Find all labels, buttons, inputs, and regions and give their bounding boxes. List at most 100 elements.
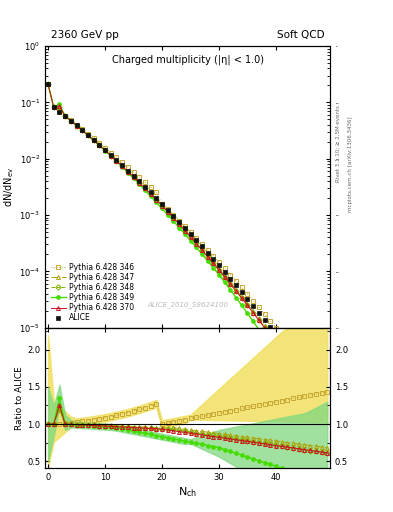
Pythia 6.428 348 [91, 137, 96, 143]
Pythia 6.428 370 [86, 132, 90, 138]
Pythia 6.428 349 [80, 127, 84, 134]
ALICE [125, 167, 130, 174]
ALICE [143, 184, 147, 190]
Pythia 6.428 348 [177, 221, 182, 227]
Pythia 6.428 346 [131, 169, 136, 175]
Pythia 6.428 349 [171, 218, 176, 224]
Y-axis label: dN/dN$_\mathrm{ev}$: dN/dN$_\mathrm{ev}$ [3, 167, 17, 207]
Pythia 6.428 346 [257, 304, 261, 310]
Pythia 6.428 370 [234, 288, 239, 294]
ALICE [308, 376, 312, 382]
Pythia 6.428 347 [120, 163, 125, 169]
Pythia 6.428 349 [239, 303, 244, 309]
Pythia 6.428 347 [57, 104, 62, 110]
ALICE [160, 201, 164, 207]
Pythia 6.428 349 [194, 244, 198, 250]
Pythia 6.428 370 [63, 113, 68, 119]
Pythia 6.428 346 [114, 154, 119, 160]
Pythia 6.428 346 [285, 339, 290, 345]
ALICE [274, 331, 278, 337]
Pythia 6.428 347 [114, 158, 119, 164]
Pythia 6.428 370 [262, 325, 267, 331]
Pythia 6.428 349 [314, 413, 318, 419]
Pythia 6.428 370 [97, 142, 102, 148]
Pythia 6.428 349 [131, 175, 136, 181]
ALICE [80, 127, 84, 133]
Pythia 6.428 349 [97, 142, 102, 148]
Pythia 6.428 348 [148, 191, 153, 197]
Pythia 6.428 348 [279, 347, 284, 353]
Pythia 6.428 349 [245, 310, 250, 316]
ALICE [148, 189, 153, 196]
ALICE [205, 249, 210, 255]
Pythia 6.428 346 [74, 122, 79, 128]
Y-axis label: Ratio to ALICE: Ratio to ALICE [15, 366, 24, 430]
Pythia 6.428 349 [177, 224, 182, 230]
Pythia 6.428 346 [108, 150, 113, 156]
ALICE [314, 384, 318, 390]
Pythia 6.428 346 [211, 253, 216, 259]
Pythia 6.428 347 [205, 252, 210, 259]
ALICE [257, 310, 261, 316]
ALICE [268, 324, 273, 330]
Pythia 6.428 370 [245, 303, 250, 309]
Pythia 6.428 370 [57, 103, 62, 109]
Pythia 6.428 347 [63, 113, 68, 119]
Pythia 6.428 348 [262, 324, 267, 330]
Pythia 6.428 348 [120, 163, 125, 169]
Pythia 6.428 346 [68, 117, 73, 123]
Pythia 6.428 346 [314, 375, 318, 381]
ALICE [91, 137, 96, 143]
ALICE [120, 162, 125, 168]
Pythia 6.428 346 [251, 297, 255, 304]
Pythia 6.428 348 [308, 387, 312, 393]
ALICE [222, 269, 227, 275]
Pythia 6.428 348 [86, 132, 90, 138]
Pythia 6.428 349 [137, 181, 141, 187]
Pythia 6.428 370 [217, 267, 221, 273]
Pythia 6.428 347 [319, 401, 324, 407]
Pythia 6.428 346 [296, 353, 301, 359]
Pythia 6.428 348 [143, 185, 147, 191]
Pythia 6.428 347 [234, 287, 239, 293]
Pythia 6.428 346 [86, 131, 90, 137]
Pythia 6.428 347 [51, 104, 56, 110]
Pythia 6.428 347 [165, 208, 170, 214]
Pythia 6.428 347 [91, 137, 96, 143]
Pythia 6.428 346 [205, 247, 210, 253]
ALICE [319, 392, 324, 398]
ALICE [188, 231, 193, 237]
ALICE [200, 243, 204, 249]
Pythia 6.428 347 [188, 233, 193, 239]
Pythia 6.428 346 [57, 109, 62, 115]
Pythia 6.428 370 [125, 168, 130, 175]
Pythia 6.428 349 [148, 193, 153, 199]
Pythia 6.428 349 [296, 388, 301, 394]
ALICE [171, 212, 176, 219]
Pythia 6.428 370 [68, 118, 73, 124]
Text: Charged multiplicity (|η| < 1.0): Charged multiplicity (|η| < 1.0) [112, 55, 264, 65]
Pythia 6.428 348 [125, 168, 130, 175]
Pythia 6.428 347 [154, 196, 159, 202]
Pythia 6.428 347 [285, 353, 290, 359]
Pythia 6.428 348 [302, 379, 307, 385]
Pythia 6.428 347 [257, 315, 261, 322]
Pythia 6.428 370 [74, 122, 79, 129]
Pythia 6.428 348 [160, 203, 164, 209]
Pythia 6.428 348 [63, 113, 68, 119]
ALICE [57, 109, 62, 115]
Pythia 6.428 346 [177, 218, 182, 224]
Pythia 6.428 347 [160, 202, 164, 208]
Pythia 6.428 349 [222, 279, 227, 285]
Text: 2360 GeV pp: 2360 GeV pp [51, 30, 119, 40]
Pythia 6.428 349 [125, 169, 130, 176]
Pythia 6.428 349 [285, 370, 290, 376]
ALICE [234, 282, 239, 288]
Pythia 6.428 370 [143, 185, 147, 191]
Line: Pythia 6.428 348: Pythia 6.428 348 [46, 82, 329, 417]
Pythia 6.428 348 [314, 395, 318, 401]
Pythia 6.428 349 [143, 187, 147, 193]
Pythia 6.428 349 [165, 211, 170, 218]
Pythia 6.428 348 [268, 332, 273, 338]
ALICE [68, 118, 73, 124]
